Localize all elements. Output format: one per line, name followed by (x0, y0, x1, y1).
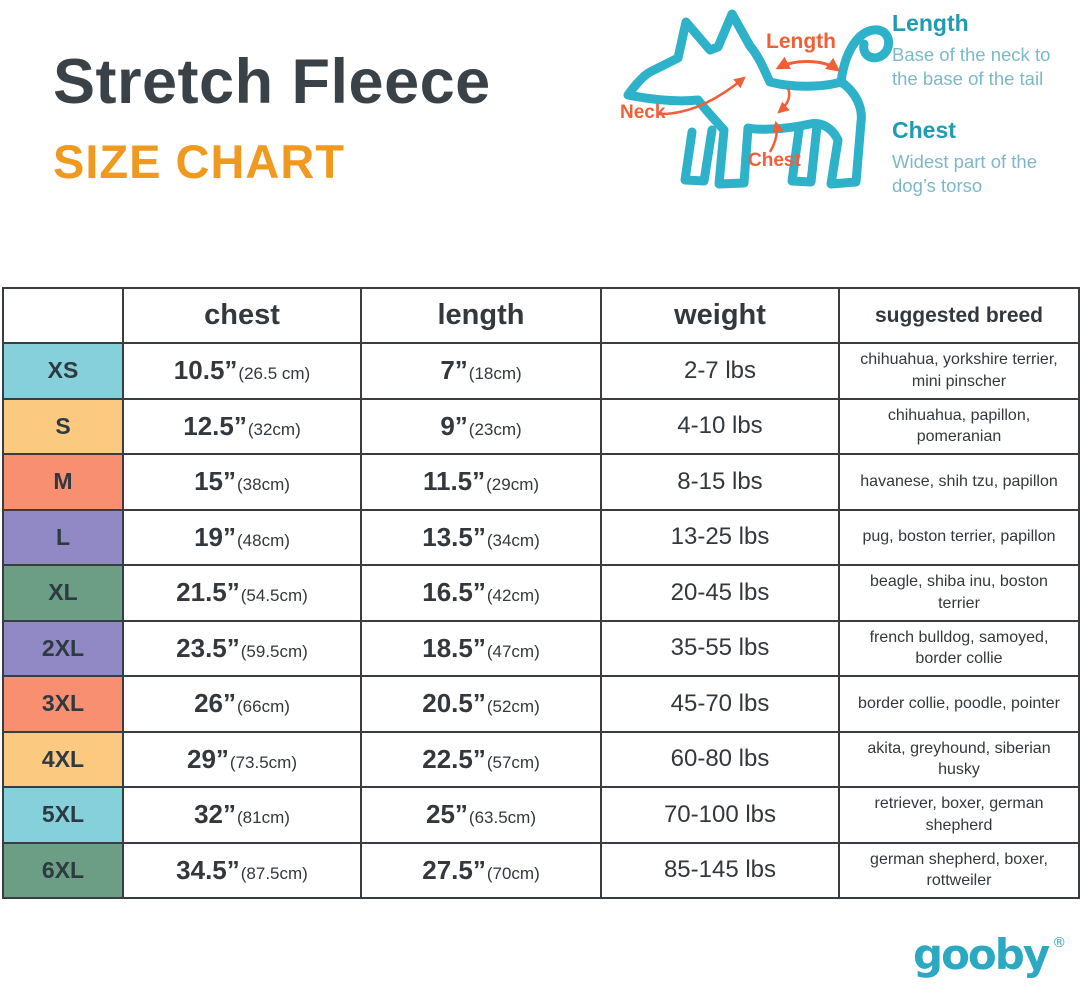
weight-cell: 60-80 lbs (600, 730, 840, 788)
length-cell: 7”(18cm) (360, 342, 602, 400)
dog-background-rear-leg (787, 121, 822, 187)
size-chart-table: chest length weight suggested breed XS 1… (2, 287, 1080, 899)
table-row: 5XL 32”(81cm) 25”(63.5cm) 70-100 lbs ret… (2, 786, 1080, 844)
table-row: 3XL 26”(66cm) 20.5”(52cm) 45-70 lbs bord… (2, 675, 1080, 733)
measurement-legend: Length Base of the neck to the base of t… (892, 10, 1080, 224)
length-span-arrow (775, 56, 841, 72)
breed-cell: french bulldog, samoyed, border collie (838, 619, 1080, 677)
length-cell: 20.5”(52cm) (360, 675, 602, 733)
length-diagram-label: Length (766, 30, 836, 53)
chest-cell: 29”(73.5cm) (122, 730, 362, 788)
table-row: M 15”(38cm) 11.5”(29cm) 8-15 lbs havanes… (2, 453, 1080, 511)
brand-footer: gooby ® (913, 930, 1066, 979)
neck-pointer-arrow (657, 76, 746, 116)
gooby-logo: gooby (913, 930, 1050, 979)
table-row: XL 21.5”(54.5cm) 16.5”(42cm) 20-45 lbs b… (2, 564, 1080, 622)
table-header-row: chest length weight suggested breed (2, 287, 1080, 344)
header-suggested-breed: suggested breed (838, 287, 1080, 344)
size-cell: 6XL (2, 841, 124, 899)
legend-term-length: Length (892, 10, 969, 36)
size-cell: M (2, 453, 124, 511)
header-weight: weight (600, 287, 840, 344)
table-row: L 19”(48cm) 13.5”(34cm) 13-25 lbs pug, b… (2, 508, 1080, 566)
weight-cell: 2-7 lbs (600, 342, 840, 400)
weight-cell: 85-145 lbs (600, 841, 840, 899)
size-cell: XL (2, 564, 124, 622)
weight-cell: 70-100 lbs (600, 786, 840, 844)
size-cell: 5XL (2, 786, 124, 844)
chest-cell: 23.5”(59.5cm) (122, 619, 362, 677)
breed-cell: havanese, shih tzu, papillon (838, 453, 1080, 511)
registered-trademark-icon: ® (1052, 935, 1067, 951)
page-title: Stretch Fleece (53, 47, 491, 117)
chest-cell: 21.5”(54.5cm) (122, 564, 362, 622)
dog-tail (836, 25, 894, 87)
size-cell: 2XL (2, 619, 124, 677)
chest-down-arrow (777, 87, 791, 114)
header-chest: chest (122, 287, 362, 344)
page-subtitle: SIZE CHART (53, 135, 345, 188)
chest-cell: 12.5”(32cm) (122, 397, 362, 455)
dog-measurement-diagram: Neck Length Chest (620, 9, 894, 189)
breed-cell: german shepherd, boxer, rottweiler (838, 841, 1080, 899)
table-row: 6XL 34.5”(87.5cm) 27.5”(70cm) 85-145 lbs… (2, 841, 1080, 899)
size-cell: 4XL (2, 730, 124, 788)
size-cell: S (2, 397, 124, 455)
header-length: length (360, 287, 602, 344)
table-row: 4XL 29”(73.5cm) 22.5”(57cm) 60-80 lbs ak… (2, 730, 1080, 788)
chest-cell: 19”(48cm) (122, 508, 362, 566)
breed-cell: pug, boston terrier, papillon (838, 508, 1080, 566)
length-cell: 22.5”(57cm) (360, 730, 602, 788)
table-row: S 12.5”(32cm) 9”(23cm) 4-10 lbs chihuahu… (2, 397, 1080, 455)
table-row: 2XL 23.5”(59.5cm) 18.5”(47cm) 35-55 lbs … (2, 619, 1080, 677)
weight-cell: 20-45 lbs (600, 564, 840, 622)
breed-cell: chihuahua, papillon, pomeranian (838, 397, 1080, 455)
length-cell: 9”(23cm) (360, 397, 602, 455)
length-cell: 25”(63.5cm) (360, 786, 602, 844)
dog-background-front-leg (680, 125, 717, 186)
table-row: XS 10.5”(26.5 cm) 7”(18cm) 2-7 lbs chihu… (2, 342, 1080, 400)
chest-cell: 26”(66cm) (122, 675, 362, 733)
size-cell: 3XL (2, 675, 124, 733)
chest-up-arrow (768, 120, 784, 153)
weight-cell: 13-25 lbs (600, 508, 840, 566)
weight-cell: 35-55 lbs (600, 619, 840, 677)
breed-cell: retriever, boxer, german shepherd (838, 786, 1080, 844)
length-cell: 13.5”(34cm) (360, 508, 602, 566)
chest-cell: 10.5”(26.5 cm) (122, 342, 362, 400)
weight-cell: 8-15 lbs (600, 453, 840, 511)
chest-cell: 34.5”(87.5cm) (122, 841, 362, 899)
chest-diagram-label: Chest (748, 150, 801, 171)
size-cell: XS (2, 342, 124, 400)
breed-cell: border collie, poodle, pointer (838, 675, 1080, 733)
legend-definition-length: Base of the neck to the base of the tail (892, 44, 1051, 90)
chest-cell: 32”(81cm) (122, 786, 362, 844)
legend-definition-chest: Widest part of the dog’s torso (892, 150, 1037, 197)
dog-outline (623, 9, 866, 189)
weight-cell: 45-70 lbs (600, 675, 840, 733)
chest-cell: 15”(38cm) (122, 453, 362, 511)
legend-term-chest: Chest (892, 116, 956, 143)
breed-cell: akita, greyhound, siberian husky (838, 730, 1080, 788)
length-cell: 11.5”(29cm) (360, 453, 602, 511)
length-cell: 27.5”(70cm) (360, 841, 602, 899)
weight-cell: 4-10 lbs (600, 397, 840, 455)
header-size (2, 287, 124, 344)
breed-cell: chihuahua, yorkshire terrier, mini pinsc… (838, 342, 1080, 400)
length-cell: 16.5”(42cm) (360, 564, 602, 622)
length-cell: 18.5”(47cm) (360, 619, 602, 677)
breed-cell: beagle, shiba inu, boston terrier (838, 564, 1080, 622)
neck-diagram-label: Neck (620, 102, 666, 123)
size-cell: L (2, 508, 124, 566)
